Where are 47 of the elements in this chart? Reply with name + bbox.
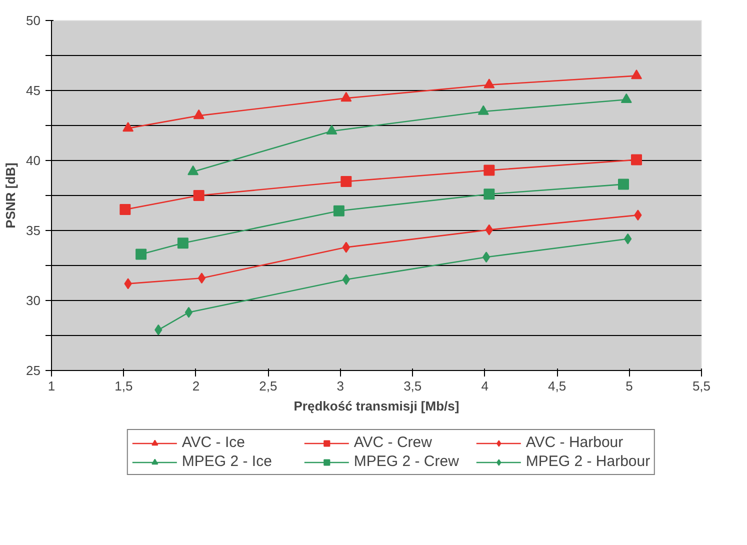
point [620,93,632,103]
point [188,165,199,176]
x-tick-label: 3,5 [404,378,422,394]
x-tick-label: 2,5 [259,378,278,394]
x-tick-label: 2 [192,378,200,394]
legend-label: AVC - Harbour [526,434,624,451]
legend-label: MPEG 2 - Ice [182,453,273,470]
y-axis-title: PSNR [dB] [3,162,18,228]
x-tick-label: 5 [626,378,633,394]
point [136,248,147,260]
y-tick-label: 30 [26,293,41,308]
point [340,176,352,187]
point [484,188,495,200]
point [631,154,642,166]
legend-label: AVC - Crew [354,434,433,451]
legend-label: MPEG 2 - Crew [354,453,460,470]
point [342,274,350,285]
x-tick-label: 4 [481,378,488,394]
y-tick-label: 45 [26,83,41,98]
x-tick-label: 1,5 [114,378,133,394]
point [193,109,204,120]
x-tick-label: 1 [48,378,56,394]
y-tick-label: 25 [26,363,41,378]
point [177,238,188,249]
point [184,306,193,318]
point [122,122,134,132]
point [484,164,495,176]
point [340,92,352,102]
y-tick-label: 35 [26,223,41,238]
x-tick-label: 4,5 [548,378,566,394]
point [193,190,204,201]
x-tick-label: 3 [336,378,344,394]
legend-label: AVC - Ice [182,434,246,451]
point [333,205,344,216]
point [482,252,490,263]
y-tick-label: 40 [26,153,41,168]
y-tick-label: 50 [26,13,41,28]
x-tick-label: 5,5 [692,378,711,394]
point [618,178,629,190]
point [120,204,131,215]
legend-label: MPEG 2 - Harbour [526,453,650,470]
point [326,124,338,134]
point [631,70,642,80]
point [484,78,495,88]
point [478,105,489,115]
x-axis-title: Prędkość transmisji [Mb/s] [294,398,460,414]
point [198,272,206,284]
